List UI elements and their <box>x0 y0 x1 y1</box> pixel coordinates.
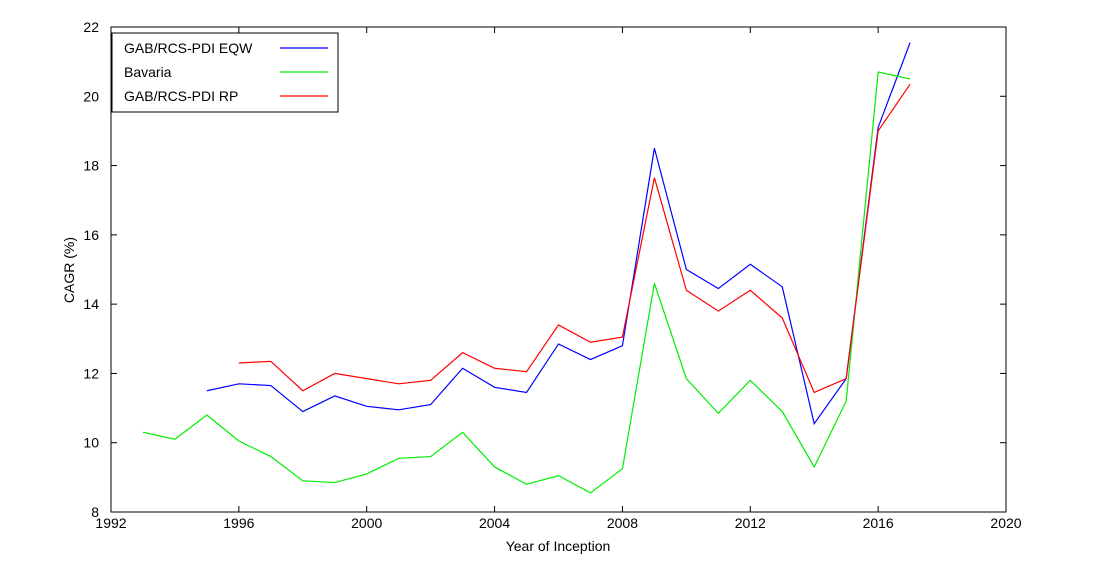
y-tick-label: 10 <box>83 435 99 451</box>
legend-label: Bavaria <box>124 64 172 80</box>
x-tick-label: 1996 <box>223 515 254 531</box>
y-tick-label: 18 <box>83 158 99 174</box>
y-tick-label: 16 <box>83 227 99 243</box>
x-tick-label: 1992 <box>95 515 126 531</box>
x-axis-label: Year of Inception <box>506 538 611 554</box>
y-tick-label: 14 <box>83 296 99 312</box>
y-tick-label: 20 <box>83 88 99 104</box>
y-tick-label: 8 <box>91 504 99 520</box>
series-line <box>142 71 911 494</box>
x-tick-label: 2008 <box>607 515 638 531</box>
plot-frame <box>110 26 1007 513</box>
y-tick-label: 22 <box>83 19 99 35</box>
x-tick-label: 2020 <box>990 515 1021 531</box>
y-axis-label: CAGR (%) <box>61 237 77 303</box>
legend-label: GAB/RCS-PDI RP <box>124 88 238 104</box>
legend-label: GAB/RCS-PDI EQW <box>124 40 253 56</box>
x-tick-label: 2000 <box>351 515 382 531</box>
x-tick-label: 2016 <box>863 515 894 531</box>
x-tick-label: 2012 <box>735 515 766 531</box>
series-line <box>238 83 911 394</box>
x-tick-label: 2004 <box>479 515 510 531</box>
series-line <box>206 42 911 426</box>
y-tick-label: 12 <box>83 365 99 381</box>
